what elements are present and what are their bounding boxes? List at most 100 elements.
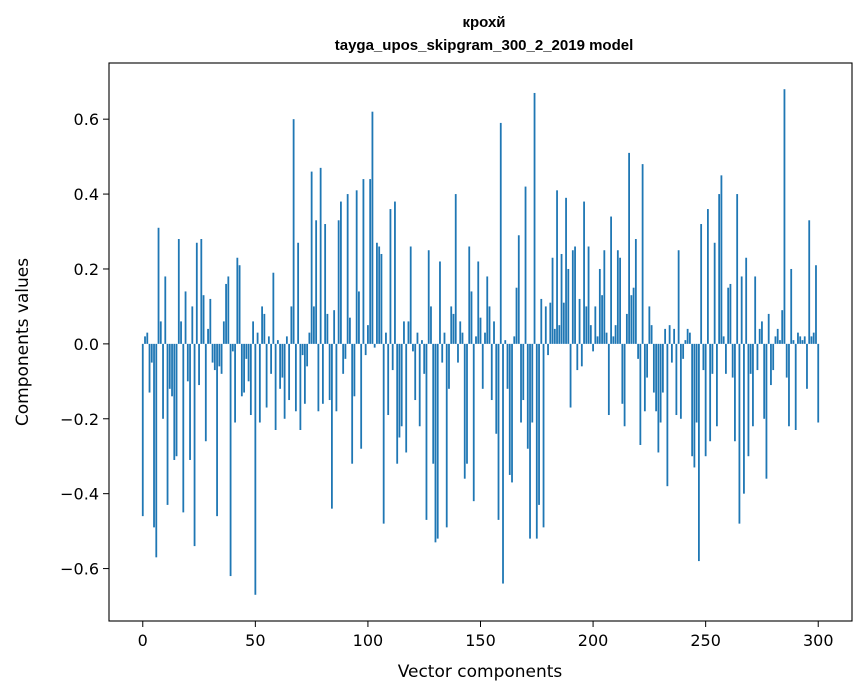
bar-61 (279, 343, 282, 389)
bar-165 (513, 336, 516, 344)
bar-41 (234, 343, 236, 423)
bar-195 (580, 343, 583, 367)
bar-116 (403, 321, 405, 344)
bar-176 (538, 343, 540, 505)
bar-142 (461, 332, 464, 344)
bar-33 (216, 343, 218, 517)
bar-207 (607, 343, 610, 416)
bar-189 (567, 268, 570, 344)
bar-204 (601, 295, 603, 344)
bar-88 (340, 201, 342, 344)
bar-161 (504, 340, 507, 344)
bar-246 (695, 343, 698, 423)
bar-298 (812, 332, 815, 344)
bar-290 (794, 343, 797, 430)
bar-2 (146, 332, 149, 344)
bar-144 (466, 343, 468, 464)
bar-238 (677, 250, 680, 344)
axes-group: 0 50 100 150 200 250 300 −0.6 −0.4 −0.2 0.0 0.2 0.4 0… (60, 110, 833, 650)
bar-262 (731, 343, 734, 378)
bar-103 (373, 343, 376, 348)
bar-190 (569, 343, 572, 408)
bar-261 (729, 283, 732, 344)
bar-112 (394, 201, 396, 344)
x-tick-label: 150 (465, 631, 496, 650)
bar-258 (722, 336, 725, 344)
bar-187 (562, 302, 565, 344)
bar-136 (448, 343, 450, 389)
y-tick-label: 0.6 (74, 110, 99, 129)
bar-169 (522, 343, 525, 401)
bar-21 (189, 343, 191, 460)
bar-19 (184, 291, 187, 344)
bar-214 (623, 343, 626, 427)
bar-155 (490, 343, 493, 401)
bar-66 (290, 306, 293, 344)
bar-77 (315, 220, 318, 344)
bar-265 (738, 343, 741, 524)
bar-30 (209, 298, 212, 344)
bar-39 (229, 343, 232, 577)
bar-146 (470, 291, 473, 344)
bar-227 (652, 343, 655, 393)
bar-56 (267, 336, 270, 344)
bar-160 (502, 343, 504, 584)
bar-272 (754, 276, 757, 344)
bar-105 (378, 246, 381, 344)
bar-18 (182, 343, 185, 513)
bar-233 (666, 343, 669, 487)
bar-269 (747, 343, 750, 457)
bar-164 (511, 343, 513, 483)
bar-208 (610, 216, 612, 344)
bar-75 (310, 171, 313, 344)
bar-121 (414, 343, 417, 401)
bar-225 (648, 306, 651, 344)
bar-285 (783, 89, 786, 344)
bar-140 (457, 343, 459, 363)
bar-297 (810, 336, 813, 344)
bar-276 (763, 343, 766, 419)
bar-150 (479, 317, 482, 344)
bar-47 (247, 343, 250, 382)
bar-114 (398, 343, 401, 438)
bar-43 (238, 265, 241, 344)
bar-104 (376, 242, 378, 344)
bar-106 (380, 253, 383, 344)
bar-295 (806, 343, 808, 389)
bar-31 (211, 343, 214, 363)
bar-199 (589, 325, 592, 344)
bar-221 (639, 343, 642, 445)
bar-275 (761, 321, 763, 344)
bar-22 (191, 306, 194, 344)
bar-86 (335, 343, 338, 412)
bar-299 (815, 265, 817, 344)
bar-17 (180, 321, 182, 344)
bar-97 (360, 343, 363, 449)
plot-frame (108, 62, 853, 622)
bar-40 (231, 343, 234, 352)
bar-180 (547, 343, 549, 356)
bar-141 (459, 321, 462, 344)
bar-139 (454, 194, 457, 344)
bar-119 (409, 246, 412, 344)
bar-38 (227, 276, 230, 344)
bar-83 (328, 343, 331, 401)
y-tick-label: 0.0 (74, 335, 99, 354)
bar-254 (713, 242, 716, 344)
bar-170 (524, 186, 527, 344)
bar-231 (661, 343, 664, 393)
bar-286 (785, 343, 788, 378)
bar-159 (499, 122, 502, 344)
bar-229 (657, 343, 660, 453)
bar-67 (292, 119, 295, 344)
bar-292 (799, 336, 802, 344)
bar-133 (441, 343, 444, 363)
bar-134 (443, 332, 446, 344)
bar-196 (583, 201, 585, 344)
bar-253 (711, 343, 714, 374)
bar-78 (317, 343, 320, 412)
x-tick-label: 200 (578, 631, 609, 650)
bar-250 (704, 343, 707, 457)
bar-213 (621, 343, 624, 404)
